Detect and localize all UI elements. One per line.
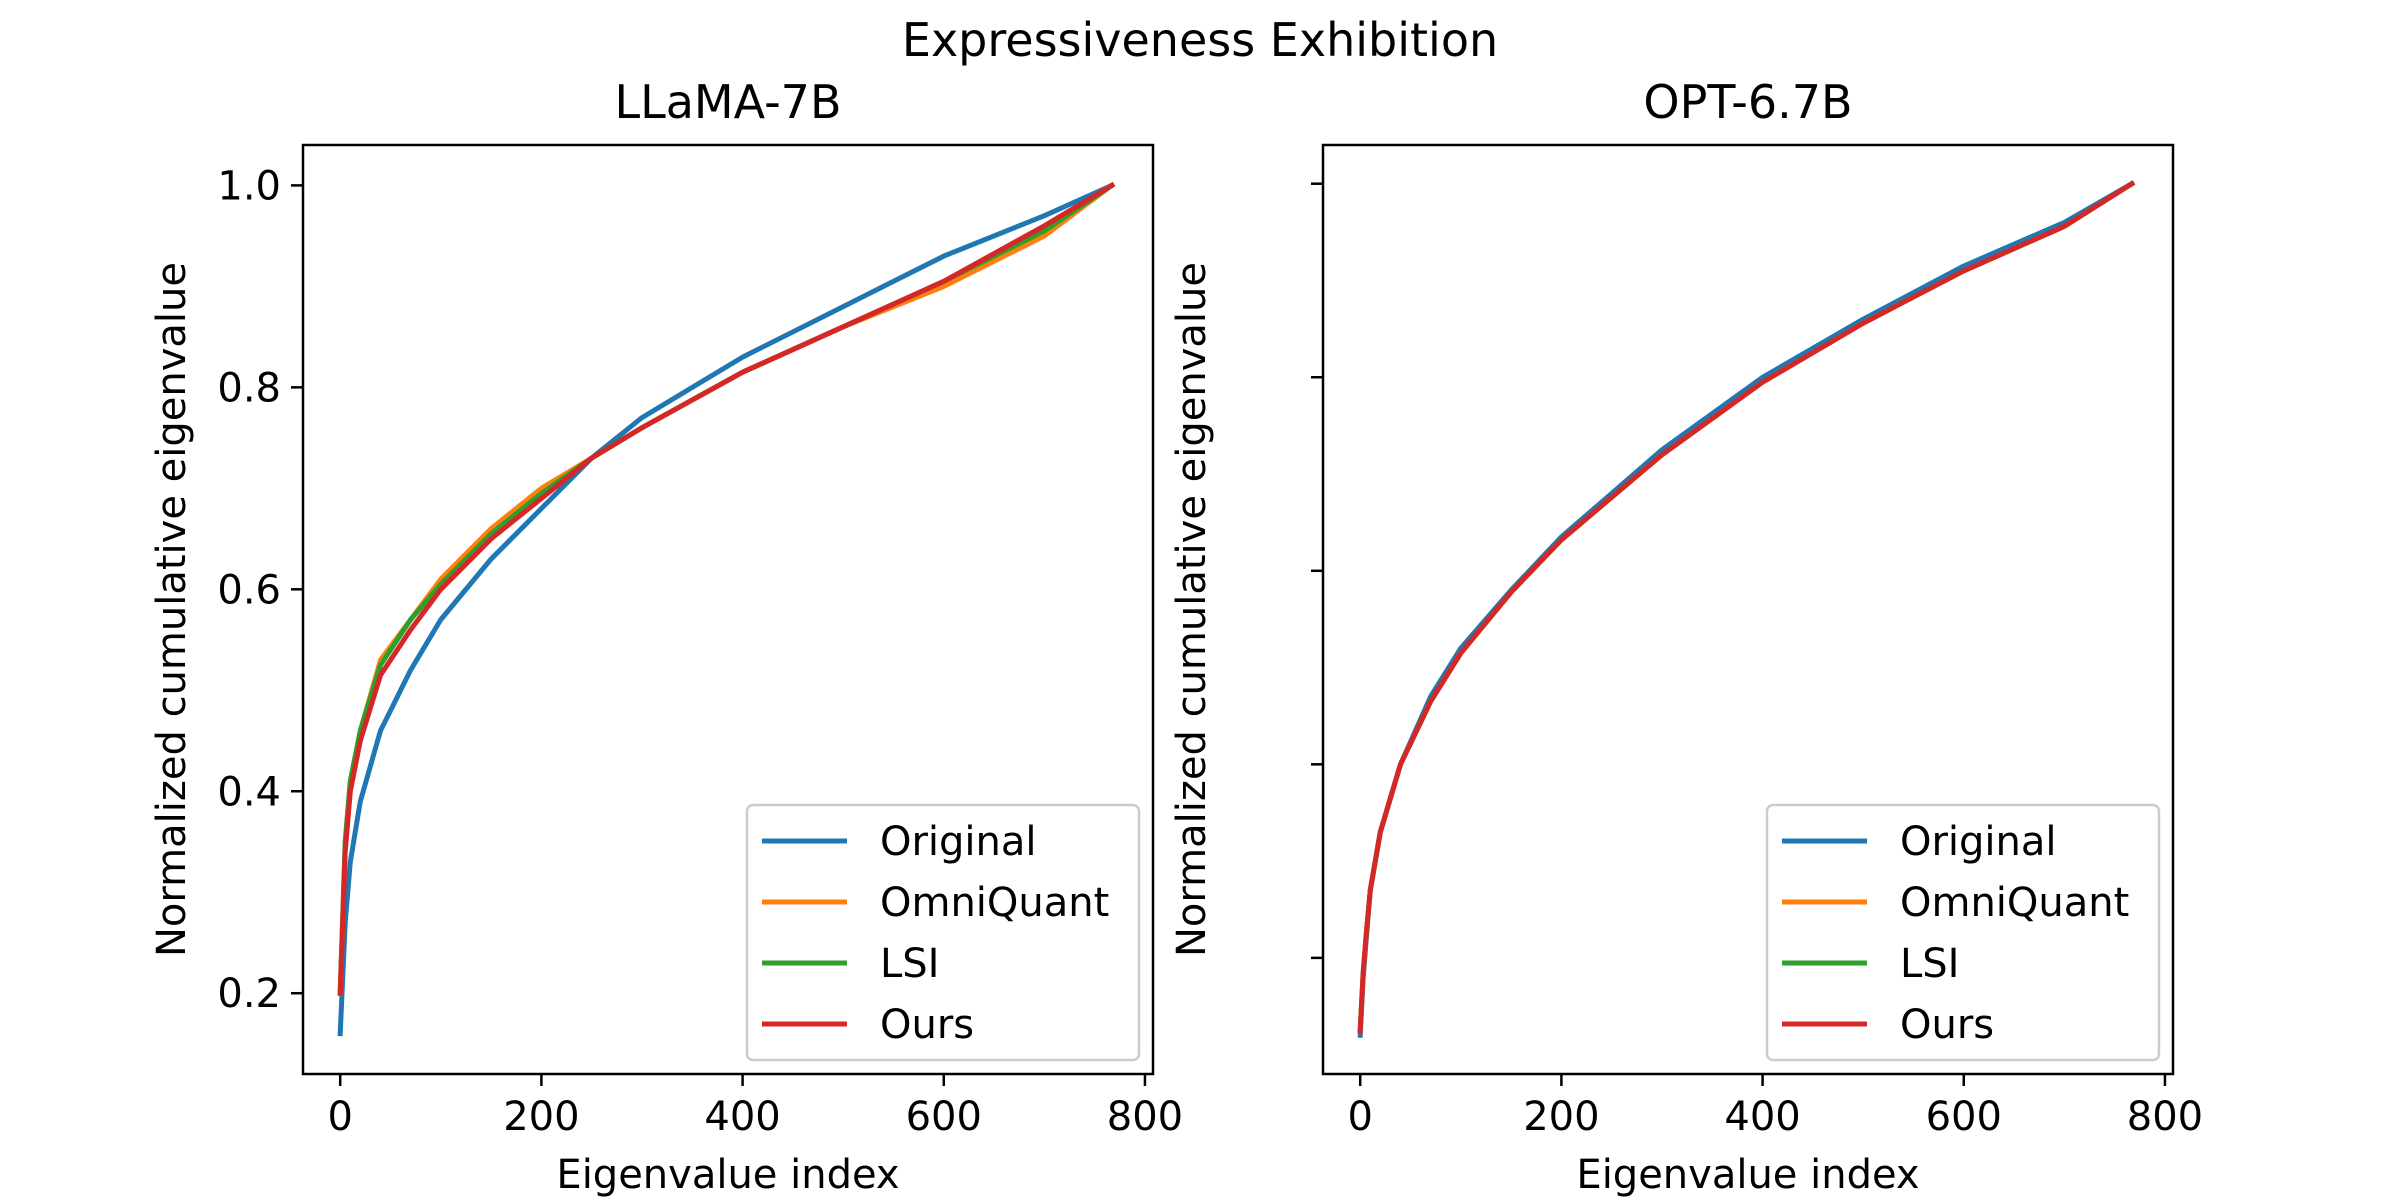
opt-y-axis-label: Normalized cumulative eigenvalue xyxy=(1169,262,1215,957)
llama-x-axis-label: Eigenvalue index xyxy=(556,1152,899,1198)
opt-xtick-label: 600 xyxy=(1926,1094,2002,1140)
llama-ytick-label: 0.4 xyxy=(217,769,281,815)
llama-legend-frame xyxy=(745,803,1141,1062)
llama-y-axis-label: Normalized cumulative eigenvalue xyxy=(149,262,195,957)
llama-xtick-label: 200 xyxy=(503,1094,579,1140)
opt-xtick-label: 400 xyxy=(1724,1094,1800,1140)
opt-legend-label-original: Original xyxy=(1900,819,2057,865)
llama-legend-label-ours: Ours xyxy=(880,1002,974,1048)
opt-panel: OPT-6.7B 0 200 400 600 800 Eigenvalue index Nor… xyxy=(1169,75,2203,1198)
llama-legend-label-omniquant: OmniQuant xyxy=(880,880,1109,926)
opt-legend-label-omniquant: OmniQuant xyxy=(1900,880,2129,926)
opt-legend-frame xyxy=(1765,803,2161,1062)
llama-panel: LLaMA-7B 0 200 400 600 800 0.2 0.4 0.6 0.8 1.0 Eige… xyxy=(149,75,1183,1198)
opt-x-axis-label: Eigenvalue index xyxy=(1576,1152,1919,1198)
opt-panel-title: OPT-6.7B xyxy=(1643,75,1852,129)
opt-legend-label-ours: Ours xyxy=(1900,1002,1994,1048)
llama-xtick-label: 600 xyxy=(906,1094,982,1140)
opt-series-ours xyxy=(1357,180,2136,1034)
llama-ytick-label: 1.0 xyxy=(217,163,281,209)
llama-ytick-label: 0.2 xyxy=(217,971,281,1017)
opt-xtick-label: 200 xyxy=(1523,1094,1599,1140)
opt-legend: Original OmniQuant LSI Ours xyxy=(1765,803,2161,1062)
opt-legend-label-lsi: LSI xyxy=(1900,941,1959,987)
llama-xtick-label: 400 xyxy=(704,1094,780,1140)
opt-xtick-label: 0 xyxy=(1347,1094,1372,1140)
llama-ytick-label: 0.6 xyxy=(217,567,281,613)
llama-panel-title: LLaMA-7B xyxy=(614,75,841,129)
llama-series-original xyxy=(337,182,1116,1037)
llama-xtick-label: 800 xyxy=(1107,1094,1183,1140)
opt-axes-frame xyxy=(1321,143,2175,1076)
figure-title: Expressiveness Exhibition xyxy=(902,13,1498,67)
llama-series-ours xyxy=(337,181,1116,996)
llama-legend-label-lsi: LSI xyxy=(880,941,939,987)
llama-xtick-label: 0 xyxy=(327,1094,352,1140)
llama-ytick-label: 0.8 xyxy=(217,365,281,411)
llama-legend: Original OmniQuant LSI Ours xyxy=(745,803,1141,1062)
llama-axes-frame xyxy=(301,143,1155,1076)
llama-legend-label-original: Original xyxy=(880,819,1037,865)
opt-xtick-label: 800 xyxy=(2127,1094,2203,1140)
